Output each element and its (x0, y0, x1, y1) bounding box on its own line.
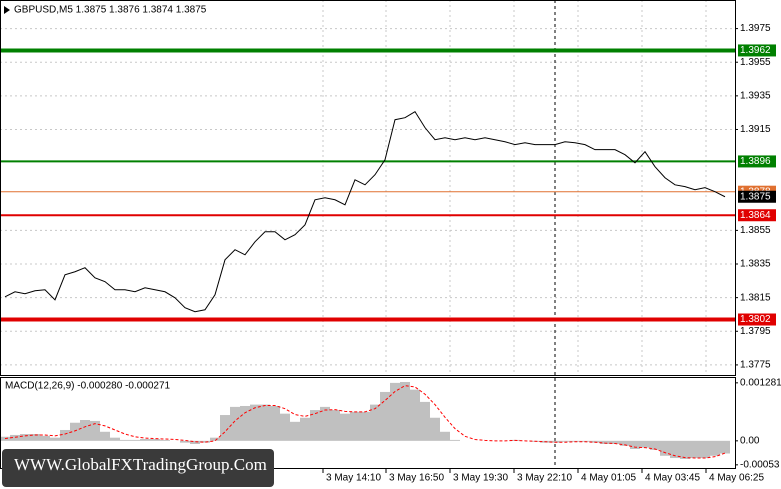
level-label: 1.3864 (740, 210, 771, 221)
histogram-bar (620, 440, 630, 446)
level-label-box (738, 313, 776, 326)
histogram-bar (210, 437, 220, 441)
watermark-box (2, 449, 274, 487)
y-tick-label: 1.3815 (740, 292, 771, 303)
y-tick-label: 0.00 (740, 435, 760, 446)
histogram-bar (560, 440, 570, 442)
histogram-bar (700, 440, 710, 459)
x-tick-label: 4 May 06:25 (709, 473, 764, 484)
y-tick-label: 1.3935 (740, 90, 771, 101)
histogram-bar (340, 413, 350, 441)
title-icon (4, 6, 10, 14)
histogram-bar (130, 439, 140, 441)
histogram-bar (200, 440, 210, 443)
histogram-bar (140, 439, 150, 441)
histogram-bar (100, 431, 110, 441)
histogram-bar (720, 440, 730, 454)
y-tick-label: 1.3835 (740, 259, 771, 270)
histogram-bar (360, 411, 370, 441)
x-tick-label: 3 May 16:50 (389, 473, 444, 484)
last-price-box (738, 190, 776, 203)
histogram-bar (410, 389, 420, 441)
histogram-bar (660, 440, 670, 456)
histogram-bar (90, 420, 100, 441)
y-tick-label: 1.3975 (740, 23, 771, 34)
histogram-bar (690, 440, 700, 459)
histogram-bar (390, 382, 400, 441)
histogram-bar (20, 434, 30, 441)
chart-title: GBPUSD,M5 1.3875 1.3876 1.3874 1.3875 (14, 5, 207, 16)
histogram-bar (10, 434, 20, 441)
histogram-bar (650, 440, 660, 450)
histogram-bar (710, 440, 720, 456)
histogram-bar (70, 422, 80, 441)
histogram-bar (630, 440, 640, 449)
histogram-bar (670, 440, 680, 459)
histogram-bar (290, 421, 300, 441)
histogram-bar (160, 439, 170, 441)
panel-border (0, 0, 736, 376)
histogram-bar (0, 436, 10, 441)
histogram-bar (60, 429, 70, 441)
level-label: 1.3802 (740, 314, 771, 325)
histogram-bar (250, 404, 260, 441)
histogram-bar (30, 434, 40, 441)
histogram-bar (450, 439, 460, 441)
histogram-bar (400, 381, 410, 441)
y-tick-label: 1.3855 (740, 225, 771, 236)
histogram-bar (680, 440, 690, 459)
histogram-bar (420, 401, 430, 441)
histogram-bar (300, 417, 310, 441)
histogram-bar (80, 420, 90, 441)
histogram-bar (280, 413, 290, 441)
histogram-bar (240, 405, 250, 441)
histogram-bar (260, 404, 270, 441)
histogram-bar (370, 404, 380, 441)
histogram-bar (440, 431, 450, 441)
last-price-label: 1.3875 (740, 191, 771, 202)
x-tick-label: 3 May 14:10 (326, 473, 381, 484)
x-tick-label: 4 May 01:05 (581, 473, 636, 484)
x-tick-label: 3 May 19:30 (453, 473, 508, 484)
x-tick-label: 4 May 03:45 (645, 473, 700, 484)
x-tick-label: 3 May 22:10 (517, 473, 572, 484)
watermark: WWW.GlobalFXTradingGroup.Com (14, 455, 267, 474)
histogram-bar (50, 437, 60, 441)
histogram-bar (310, 410, 320, 441)
histogram-bar (120, 439, 130, 441)
level-label-box (738, 155, 776, 168)
y-tick-label: 1.3955 (740, 57, 771, 68)
panel-border (0, 377, 736, 469)
level-label-box (738, 44, 776, 57)
histogram-bar (350, 411, 360, 441)
y-tick-label: -0.00053 (740, 459, 780, 470)
histogram-bar (150, 439, 160, 441)
y-tick-label: 1.3915 (740, 124, 771, 135)
y-tick-label: 1.3775 (740, 360, 771, 371)
histogram-bar (600, 440, 610, 445)
histogram-bar (110, 437, 120, 441)
histogram-bar (190, 440, 200, 445)
histogram-bar (220, 415, 230, 441)
histogram-bar (230, 406, 240, 441)
histogram-bar (640, 440, 650, 448)
y-tick-label: 1.3795 (740, 326, 771, 337)
signal-line (4, 385, 726, 459)
histogram-bar (380, 391, 390, 441)
level-label: 1.3896 (740, 156, 771, 167)
histogram-bar (40, 435, 50, 441)
histogram-bar (320, 406, 330, 441)
indicator-title: MACD(12,26,9) -0.000280 -0.000271 (5, 381, 171, 392)
histogram-bar (180, 440, 190, 443)
price-line (4, 110, 726, 313)
level-label-box (738, 209, 776, 222)
y-tick-label: 0.001281 (740, 377, 781, 388)
histogram-bar (330, 410, 340, 441)
level-label: 1.3962 (740, 45, 771, 56)
histogram-bar (430, 417, 440, 441)
histogram-bar (270, 405, 280, 441)
histogram-bar (610, 440, 620, 445)
